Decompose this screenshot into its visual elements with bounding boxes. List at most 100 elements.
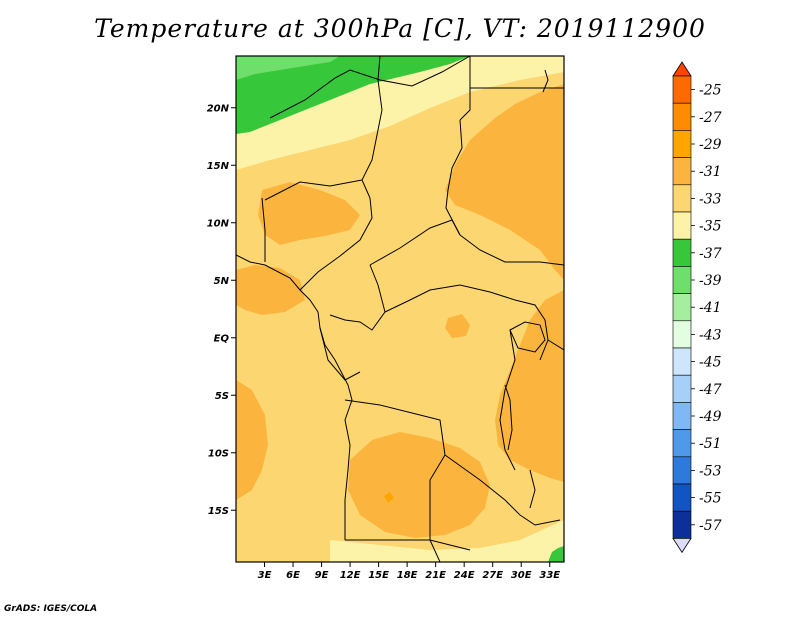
border-namibia [345,539,471,551]
colorbar-segment [672,374,692,403]
field-band-37-39-north [236,56,340,80]
colorbar-segment [672,483,692,512]
colorbar-segment [672,130,692,158]
border-congo [329,311,386,331]
lake-malawi [529,469,536,509]
colorbar-label: -55 [699,491,722,507]
border-cameroon-car [369,264,386,313]
border-uganda-kenya [514,299,549,361]
field-band-33-35-south [330,520,564,562]
colorbar-top-arrow [672,61,692,77]
border-angola-drc [344,399,446,456]
colorbar-label: -37 [699,246,722,262]
colorbar-label: -29 [699,137,722,153]
colorbar: -25 -27 -29 -31 -33 -35 -37 -39 -41 -43 -45 -47 -49 -… [672,61,722,554]
colorbar-label: -31 [699,164,722,180]
lake-tanganyika [504,384,513,451]
border-angola-zambia [429,454,446,540]
coast-west [299,289,353,540]
colorbar-segment [672,510,692,539]
x-tick-label: 15E [368,570,389,581]
colorbar-segment [672,211,692,240]
colorbar-label: -45 [699,355,722,371]
y-tick-label: 5S [215,391,229,402]
country-borders [236,56,564,562]
border-chad-sudan [445,119,463,236]
y-axis: 20N 15N 10N 5N EQ 5S 10S 15S [207,103,236,517]
field-band-35-37-se [548,546,564,562]
x-tick-label: 27E [482,570,503,581]
colorbar-segment [672,402,692,430]
colorbar-segment [672,347,692,376]
field-band-29-31-west [258,182,360,245]
colorbar-segment [672,293,692,322]
colorbar-segment [672,456,692,485]
colorbar-segment [672,238,692,267]
border-cameroon-nigeria [299,197,373,291]
border-car-drc [384,284,516,313]
y-tick-label: 15N [207,161,230,172]
y-tick-label: 20N [207,103,230,114]
x-tick-label: 33E [539,570,560,581]
colorbar-label: -27 [699,110,722,126]
field-band-29-31-east [495,290,564,482]
border-chad-libya [459,56,471,121]
colorbar-segment [672,157,692,186]
x-tick-label: 9E [315,570,329,581]
border-gabon [319,327,361,381]
field-band-29-31-center [445,314,470,338]
colorbar-segment [672,266,692,294]
x-tick-label: 30E [511,570,532,581]
border-sudan-ss [459,234,564,266]
border-west-coast [236,254,301,291]
x-axis: 3E 6E 9E 12E 15E 18E 21E 24E 27E 30E 33E [258,562,560,581]
colorbar-label: -33 [699,191,722,207]
colorbar-segment [672,184,692,213]
x-tick-label: 6E [286,570,300,581]
field-band-27-29-spot [384,492,394,503]
border-east-lakes [499,329,516,471]
colorbar-label: -39 [699,273,722,289]
border-zambia-east [444,454,521,516]
x-tick-label: 12E [340,570,361,581]
colorbar-label: -53 [699,463,722,479]
border-car-chad [369,219,461,266]
grads-credit: GrADS: IGES/COLA [4,604,98,614]
colorbar-label: -51 [699,436,722,452]
y-tick-label: 10N [207,218,230,229]
field-band-29-31-ne [445,84,564,280]
field-band-29-31-south [348,432,490,538]
chart-title: Temperature at 300hPa [C], VT: 201911290… [94,14,706,43]
border-niger-libya [269,56,471,119]
y-tick-label: 15S [208,506,229,517]
field-band-35-37-north [236,56,470,134]
x-tick-label: 21E [425,570,446,581]
colorbar-label: -41 [699,300,722,316]
colorbar-label: -43 [699,327,722,343]
border-tanzania [547,339,564,351]
border-niger-chad [361,129,379,199]
border-libya-algeria [377,56,383,131]
colorbar-segment [672,429,692,458]
x-tick-label: 3E [258,570,272,581]
colorbar-bottom-arrow [672,538,692,554]
x-tick-label: 18E [397,570,418,581]
y-tick-label: 10S [208,448,229,459]
x-tick-label: 24E [454,570,475,581]
temperature-field [236,56,564,562]
border-mozambique [519,514,561,526]
field-band-29-31-southwest [236,380,268,500]
colorbar-label: -47 [699,382,722,398]
lake-victoria [509,321,546,353]
colorbar-label: -25 [699,83,722,99]
colorbar-segment [672,320,692,349]
colorbar-segment [672,102,692,131]
y-tick-label: EQ [214,333,230,344]
y-tick-label: 5N [214,276,230,287]
border-botswana [429,539,441,562]
border-nigeria-niger [264,179,363,201]
red-sea [542,69,549,93]
map-frame [235,55,565,563]
colorbar-segment [672,75,692,104]
